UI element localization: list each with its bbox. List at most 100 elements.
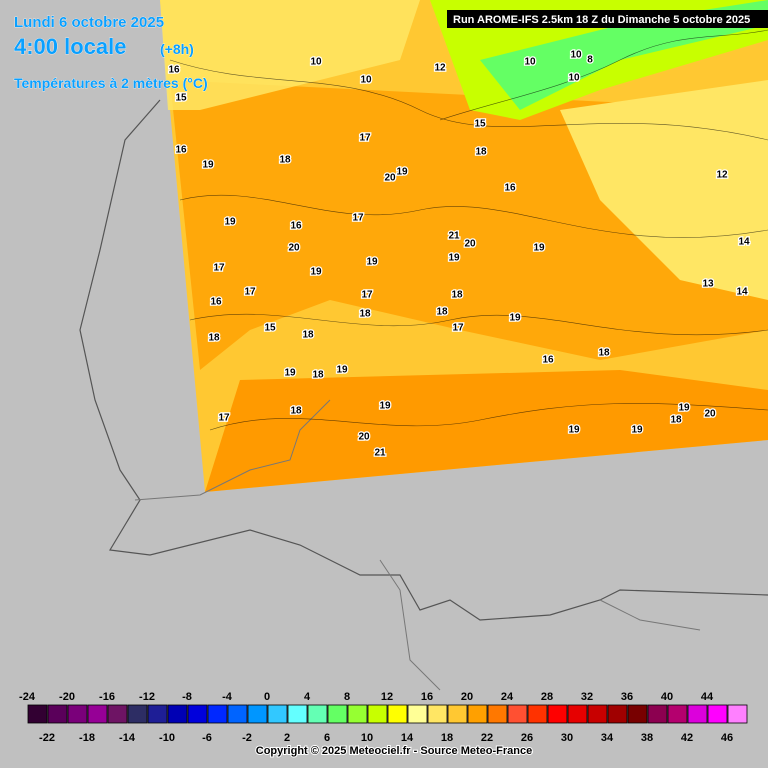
contour-label: 14: [736, 287, 748, 298]
contour-label: 19: [366, 257, 378, 268]
contour-label: 18: [436, 307, 448, 318]
scale-cell: [307, 704, 328, 724]
scale-cell: [607, 704, 628, 724]
contour-label: 16: [210, 297, 222, 308]
scale-label: 40: [661, 691, 673, 703]
contour-label: 10: [360, 75, 372, 86]
scale-label: 6: [324, 732, 330, 744]
coastline: [79, 99, 768, 621]
scale-cell: [227, 704, 248, 724]
scale-cell: [107, 704, 128, 724]
contour-label: 19: [678, 403, 690, 414]
contour-label: 16: [542, 355, 554, 366]
contour-label: 19: [202, 160, 214, 171]
contour-label: 18: [670, 415, 682, 426]
contour-label: 18: [312, 370, 324, 381]
scale-label: 42: [681, 732, 693, 744]
contour-label: 20: [358, 432, 370, 443]
scale-cell: [407, 704, 428, 724]
contour-label: 17: [213, 263, 225, 274]
contour-label: 16: [504, 183, 516, 194]
scale-label: -2: [242, 732, 252, 744]
scale-cell: [427, 704, 448, 724]
scale-cell: [147, 704, 168, 724]
contour-label: 19: [509, 313, 521, 324]
scale-cell: [547, 704, 568, 724]
contour-label: 16: [290, 221, 302, 232]
contour-label: 19: [379, 401, 391, 412]
scale-cell: [647, 704, 668, 724]
scale-cell: [347, 704, 368, 724]
scale-cell: [707, 704, 728, 724]
variable: Températures à 2 mètres (°C): [14, 75, 208, 91]
scale-label: 24: [501, 691, 514, 703]
contour-label: 18: [290, 406, 302, 417]
contour-label: 19: [396, 167, 408, 178]
cool-zone: [560, 80, 768, 300]
scale-label: -20: [59, 691, 75, 703]
contour-label: 16: [175, 145, 187, 156]
contour-label: 15: [474, 119, 486, 130]
scale-cell: [27, 704, 48, 724]
time: 4:00 locale: [14, 34, 127, 59]
contour-label: 19: [568, 425, 580, 436]
contour-label: 15: [264, 323, 276, 334]
contour-label: 20: [704, 409, 716, 420]
run-box: [447, 10, 768, 28]
contour-label: 17: [244, 287, 256, 298]
scale-label: -18: [79, 732, 95, 744]
contour-label: 12: [434, 63, 446, 74]
contour-label: 20: [288, 243, 300, 254]
scale-cell: [127, 704, 148, 724]
scale-cell: [87, 704, 108, 724]
color-scale: -24-22-20-18-16-14-12-10-8-6-4-202468101…: [19, 691, 748, 744]
contour-label: 18: [302, 330, 314, 341]
contour-label: 20: [384, 173, 396, 184]
offset: (+8h): [160, 41, 194, 57]
contour-label: 20: [464, 239, 476, 250]
contour-label: 10: [524, 57, 536, 68]
contour-label: 21: [374, 448, 386, 459]
contour-label: 17: [361, 290, 373, 301]
scale-label: 18: [441, 732, 453, 744]
contour-label: 19: [448, 253, 460, 264]
scale-label: 44: [701, 691, 714, 703]
scale-cell: [727, 704, 748, 724]
scale-cell: [487, 704, 508, 724]
scale-cell: [687, 704, 708, 724]
contour-label: 15: [175, 93, 187, 104]
isotherms: [169, 29, 768, 431]
scale-label: 4: [304, 691, 311, 703]
contour-label: 10: [568, 73, 580, 84]
scale-label: 22: [481, 732, 493, 744]
scale-cell: [387, 704, 408, 724]
scale-label: 30: [561, 732, 573, 744]
scale-label: 16: [421, 691, 433, 703]
scale-label: 26: [521, 732, 533, 744]
contour-label: 19: [336, 365, 348, 376]
contour-label: 18: [598, 348, 610, 359]
scale-label: 28: [541, 691, 553, 703]
scale-cell: [667, 704, 688, 724]
contour-label: 17: [359, 133, 371, 144]
scale-label: 8: [344, 691, 350, 703]
date: Lundi 6 octobre 2025: [14, 14, 164, 31]
contour-label: 13: [702, 279, 714, 290]
scale-label: -8: [182, 691, 192, 703]
scale-label: -4: [222, 691, 233, 703]
scale-label: 12: [381, 691, 393, 703]
scale-cell: [627, 704, 648, 724]
contour-label: 17: [452, 323, 464, 334]
scale-label: 14: [401, 732, 414, 744]
scale-cell: [207, 704, 228, 724]
contour-label: 18: [359, 309, 371, 320]
scale-cell: [47, 704, 68, 724]
borders: [134, 399, 701, 691]
warm-zone: [205, 370, 768, 492]
contour-label: 18: [475, 147, 487, 158]
scale-label: 0: [264, 691, 270, 703]
scale-cell: [167, 704, 188, 724]
scale-label: 32: [581, 691, 593, 703]
